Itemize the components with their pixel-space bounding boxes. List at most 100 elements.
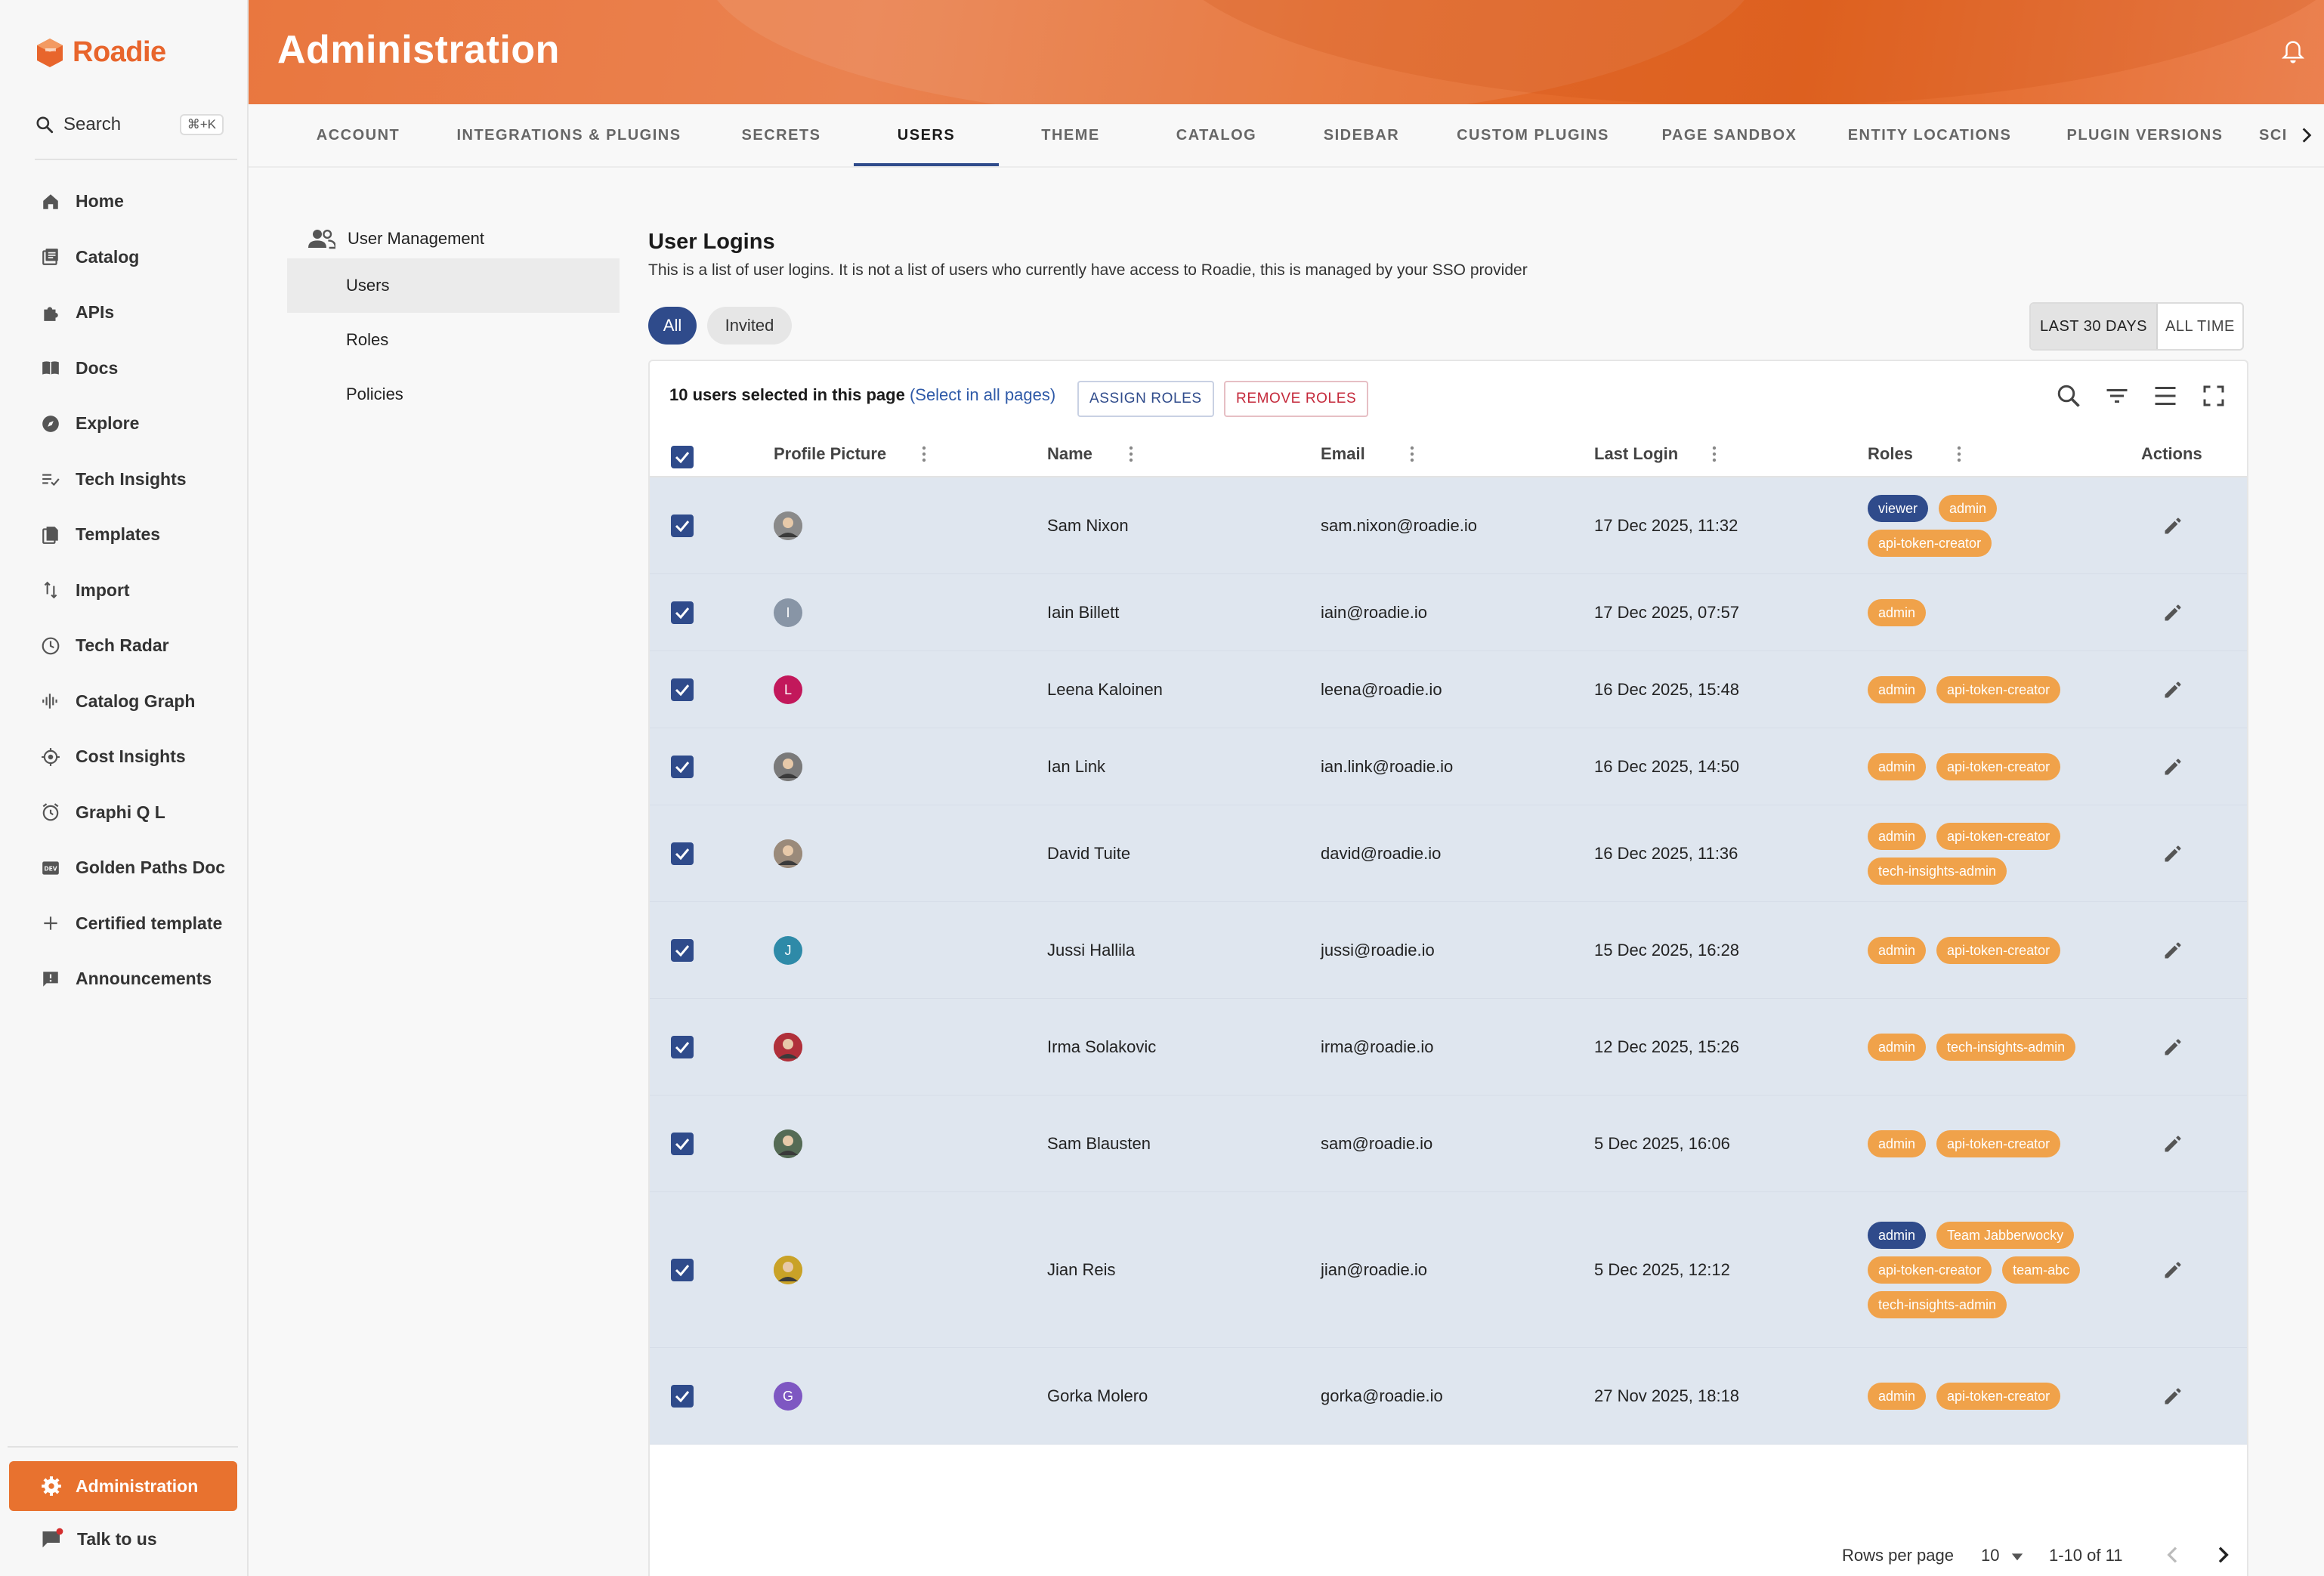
edit-icon[interactable]: [2162, 940, 2183, 961]
notification-bell-icon[interactable]: [2282, 39, 2304, 65]
sidebar-item-catalog-graph[interactable]: Catalog Graph: [0, 674, 249, 730]
sidebar-item-import[interactable]: Import: [0, 563, 249, 619]
filter-icon[interactable]: [2103, 382, 2131, 409]
table-row[interactable]: David Tuite david@roadie.io 16 Dec 2025, 1…: [650, 805, 2247, 902]
section-title: User Logins: [648, 230, 775, 254]
sidebar-item-certified-template[interactable]: Certified template: [0, 896, 249, 952]
svg-text:DEV: DEV: [44, 865, 57, 872]
subnav-item-users[interactable]: Users: [287, 258, 620, 313]
filter-invited-chip[interactable]: Invited: [707, 307, 792, 345]
row-checkbox[interactable]: [671, 678, 694, 701]
edit-icon[interactable]: [2162, 515, 2183, 536]
sidebar-item-label: Catalog Graph: [76, 691, 196, 711]
previous-page-icon[interactable]: [2161, 1543, 2185, 1567]
edit-icon[interactable]: [2162, 1259, 2183, 1281]
sidebar-item-graphiql[interactable]: Graphi Q L: [0, 785, 249, 841]
table-row[interactable]: Sam Blausten sam@roadie.io 5 Dec 2025, 16:…: [650, 1095, 2247, 1192]
next-page-icon[interactable]: [2211, 1543, 2235, 1567]
table-row[interactable]: L Leena Kaloinen leena@roadie.io 16 Dec 202…: [650, 651, 2247, 728]
row-checkbox[interactable]: [671, 1385, 694, 1408]
row-checkbox[interactable]: [671, 1133, 694, 1155]
range-all-time[interactable]: ALL TIME: [2165, 317, 2235, 335]
column-menu-icon[interactable]: [1127, 444, 1135, 464]
fullscreen-icon[interactable]: [2200, 382, 2227, 409]
chevron-right-icon[interactable]: [2297, 124, 2316, 147]
row-checkbox[interactable]: [671, 515, 694, 537]
tab-custom-plugins[interactable]: CUSTOM PLUGINS: [1457, 126, 1609, 144]
edit-icon[interactable]: [2162, 1386, 2183, 1407]
column-header-name[interactable]: Name: [1047, 444, 1092, 463]
column-menu-icon[interactable]: [1955, 444, 1963, 464]
tab-users[interactable]: USERS: [897, 126, 956, 144]
check-icon: [675, 607, 690, 620]
tab-sidebar[interactable]: SIDEBAR: [1323, 126, 1400, 144]
roadie-logo[interactable]: Roadie: [35, 36, 166, 69]
sidebar-item-golden-paths-doc[interactable]: DEV Golden Paths Doc: [0, 840, 249, 896]
filter-all-chip[interactable]: All: [648, 307, 697, 345]
sidebar-item-tech-radar[interactable]: Tech Radar: [0, 618, 249, 674]
tab-entity-locations[interactable]: ENTITY LOCATIONS: [1847, 126, 2012, 144]
table-row[interactable]: Sam Nixon sam.nixon@roadie.io 17 Dec 2025,…: [650, 477, 2247, 574]
table-row[interactable]: J Jussi Hallila jussi@roadie.io 15 Dec 2025…: [650, 902, 2247, 999]
edit-icon[interactable]: [2162, 756, 2183, 777]
dev-icon: DEV: [42, 861, 59, 875]
table-row[interactable]: Irma Solakovic irma@roadie.io 12 Dec 2025,…: [650, 999, 2247, 1095]
edit-icon[interactable]: [2162, 679, 2183, 700]
tab-account[interactable]: ACCOUNT: [316, 126, 400, 144]
column-header-profile-picture[interactable]: Profile Picture: [774, 444, 887, 463]
sidebar-item-docs[interactable]: Docs: [0, 341, 249, 397]
row-checkbox[interactable]: [671, 601, 694, 624]
sidebar-item-announcements[interactable]: Announcements: [0, 951, 249, 1007]
assign-roles-button[interactable]: ASSIGN ROLES: [1077, 381, 1214, 417]
row-checkbox[interactable]: [671, 1036, 694, 1058]
column-menu-icon[interactable]: [920, 444, 928, 464]
subnav-item-roles[interactable]: Roles: [346, 330, 389, 349]
rows-per-page-select[interactable]: 10: [1981, 1546, 2024, 1565]
tab-catalog[interactable]: CATALOG: [1176, 126, 1257, 144]
column-header-roles[interactable]: Roles: [1868, 444, 1913, 463]
edit-icon[interactable]: [2162, 843, 2183, 864]
select-all-pages-link[interactable]: (Select in all pages): [909, 385, 1056, 404]
edit-icon[interactable]: [2162, 1037, 2183, 1058]
sidebar-item-talk-to-us[interactable]: Talk to us: [41, 1528, 157, 1550]
sidebar-search[interactable]: Search ⌘+K: [35, 110, 224, 139]
user-management-nav: User Management Users Roles Policies: [287, 219, 620, 422]
tab-secrets[interactable]: SECRETS: [741, 126, 821, 144]
column-header-last-login[interactable]: Last Login: [1594, 444, 1679, 463]
tab-theme[interactable]: THEME: [1041, 126, 1100, 144]
sidebar-item-administration[interactable]: Administration: [9, 1461, 237, 1511]
remove-roles-button[interactable]: REMOVE ROLES: [1224, 381, 1369, 417]
row-checkbox[interactable]: [671, 756, 694, 778]
tab-page-sandbox[interactable]: PAGE SANDBOX: [1661, 126, 1797, 144]
row-checkbox[interactable]: [671, 939, 694, 962]
table-row[interactable]: I Iain Billett iain@roadie.io 17 Dec 2025, …: [650, 574, 2247, 651]
row-checkbox[interactable]: [671, 842, 694, 865]
table-row[interactable]: G Gorka Molero gorka@roadie.io 27 Nov 2025,…: [650, 1348, 2247, 1445]
tab-plugin-versions[interactable]: PLUGIN VERSIONS: [2066, 126, 2224, 144]
edit-icon[interactable]: [2162, 602, 2183, 623]
tab-truncated[interactable]: SCI: [2259, 126, 2288, 144]
sidebar-item-explore[interactable]: Explore: [0, 396, 249, 452]
sidebar-item-cost-insights[interactable]: Cost Insights: [0, 729, 249, 785]
edit-icon[interactable]: [2162, 1133, 2183, 1154]
column-menu-icon[interactable]: [1408, 444, 1416, 464]
tab-integrations-plugins[interactable]: INTEGRATIONS & PLUGINS: [456, 126, 681, 144]
select-all-checkbox[interactable]: [671, 446, 694, 468]
sidebar-item-catalog[interactable]: Catalog: [0, 230, 249, 286]
sidebar-item-apis[interactable]: APIs: [0, 285, 249, 341]
density-icon[interactable]: [2152, 382, 2179, 409]
search-icon[interactable]: [2055, 382, 2082, 409]
avatar: [774, 839, 802, 868]
sidebar-item-tech-insights[interactable]: Tech Insights: [0, 452, 249, 508]
table-row[interactable]: Jian Reis jian@roadie.io 5 Dec 2025, 12:12…: [650, 1192, 2247, 1348]
column-menu-icon[interactable]: [1711, 444, 1718, 464]
subnav-item-policies[interactable]: Policies: [346, 385, 403, 403]
table-row[interactable]: Ian Link ian.link@roadie.io 16 Dec 2025, 1…: [650, 728, 2247, 805]
row-checkbox[interactable]: [671, 1259, 694, 1281]
selection-summary: 10 users selected in this page (Select i…: [669, 385, 1055, 405]
column-header-email[interactable]: Email: [1321, 444, 1365, 463]
sidebar-item-templates[interactable]: Templates: [0, 507, 249, 563]
plus-icon: [44, 916, 57, 930]
range-last-30-days[interactable]: LAST 30 DAYS: [2031, 304, 2158, 349]
sidebar-item-home[interactable]: Home: [0, 174, 249, 230]
